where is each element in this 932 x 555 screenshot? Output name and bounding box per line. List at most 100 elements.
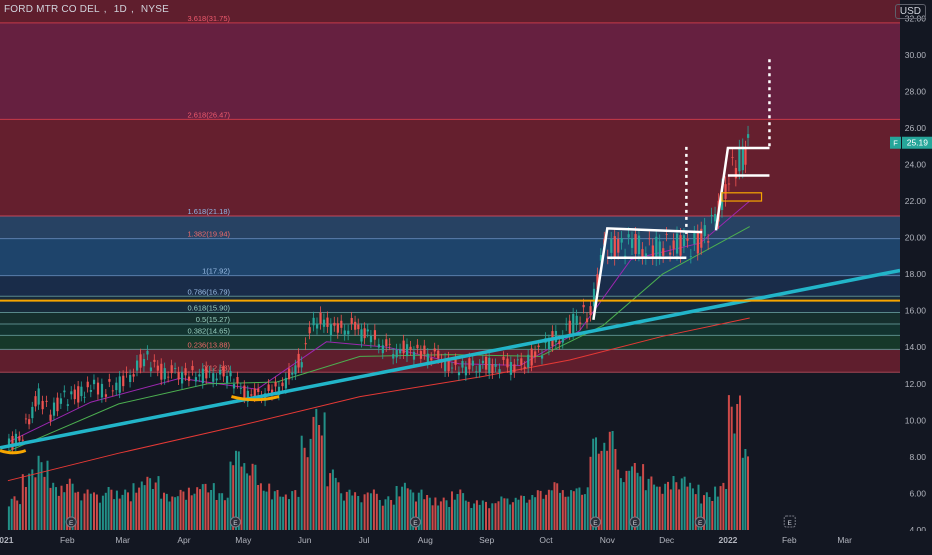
volume-bar bbox=[306, 457, 309, 530]
fib-level-label: 2.618(26.47) bbox=[187, 110, 230, 119]
volume-bar bbox=[744, 449, 747, 530]
y-tick-label: 10.00 bbox=[905, 415, 927, 425]
volume-bar bbox=[494, 503, 497, 530]
candle bbox=[433, 348, 436, 352]
candle bbox=[319, 312, 322, 324]
volume-bar bbox=[437, 505, 440, 530]
volume-bar bbox=[667, 481, 669, 530]
volume-bar bbox=[204, 483, 207, 530]
candle bbox=[561, 336, 564, 343]
volume-bar bbox=[401, 486, 404, 530]
volume-bar bbox=[282, 496, 285, 530]
volume-bar bbox=[37, 455, 40, 530]
volume-bar bbox=[581, 494, 584, 530]
symbol-name[interactable]: FORD MTR CO DEL bbox=[4, 4, 100, 15]
currency-button[interactable]: USD bbox=[894, 4, 926, 19]
candle bbox=[377, 344, 381, 348]
volume-bar bbox=[193, 493, 196, 530]
candle bbox=[312, 317, 315, 326]
x-tick-label: Jun bbox=[298, 535, 312, 545]
volume-bar bbox=[564, 496, 567, 530]
candle bbox=[300, 362, 303, 368]
candle bbox=[534, 351, 537, 358]
volume-bar bbox=[628, 470, 631, 530]
earnings-marker bbox=[65, 516, 77, 528]
volume-bar bbox=[104, 492, 107, 530]
exchange-label: NYSE bbox=[140, 4, 169, 15]
candle bbox=[191, 365, 194, 371]
volume-bar bbox=[395, 486, 398, 530]
candle bbox=[627, 234, 630, 238]
volume-bar bbox=[619, 478, 622, 530]
volume-bar bbox=[80, 500, 83, 530]
volume-bar bbox=[127, 492, 129, 530]
candle bbox=[527, 354, 530, 368]
volume-bar bbox=[719, 486, 722, 530]
candle bbox=[70, 391, 73, 395]
candle bbox=[24, 418, 28, 420]
support-arc bbox=[231, 395, 280, 402]
volume-bar bbox=[229, 461, 232, 530]
volume-bar bbox=[190, 495, 193, 530]
volume-bar bbox=[694, 494, 697, 530]
volume-bar bbox=[343, 500, 345, 530]
candle bbox=[494, 364, 497, 367]
volume-bar bbox=[525, 502, 528, 530]
volume-bar bbox=[95, 494, 98, 530]
volume-bar bbox=[686, 486, 689, 530]
volume-bar bbox=[406, 488, 409, 530]
candle bbox=[225, 376, 229, 384]
volume-bar bbox=[315, 408, 318, 530]
volume-bar bbox=[392, 504, 395, 530]
y-tick-label: 20.00 bbox=[905, 233, 927, 243]
volume-bar bbox=[647, 478, 650, 530]
candle bbox=[160, 363, 163, 380]
volume-bar bbox=[375, 493, 378, 530]
volume-bar bbox=[689, 482, 692, 530]
x-tick-label: Mar bbox=[837, 535, 852, 545]
candle bbox=[373, 330, 377, 340]
candle bbox=[475, 371, 478, 373]
volume-bar bbox=[567, 496, 570, 530]
x-tick-label: Feb bbox=[782, 535, 797, 545]
candle bbox=[360, 329, 363, 342]
fib-band bbox=[0, 119, 900, 217]
volume-bar bbox=[337, 482, 340, 530]
candle bbox=[385, 339, 388, 347]
volume-bar bbox=[363, 494, 366, 530]
candle bbox=[291, 372, 294, 375]
candle bbox=[108, 379, 111, 382]
volume-bar bbox=[243, 463, 246, 530]
candle bbox=[28, 419, 31, 425]
volume-bar bbox=[381, 505, 384, 530]
volume-bar bbox=[132, 483, 135, 530]
volume-bar bbox=[354, 492, 357, 530]
volume-bar bbox=[708, 497, 711, 530]
candle bbox=[139, 354, 142, 368]
candle bbox=[222, 366, 225, 377]
interval-label[interactable]: 1D bbox=[113, 4, 127, 15]
candle bbox=[315, 323, 319, 329]
volume-bar bbox=[500, 496, 503, 530]
candle bbox=[250, 394, 253, 396]
volume-bar bbox=[727, 395, 730, 530]
last-price-tag bbox=[902, 136, 932, 149]
last-price-label: 25.19 bbox=[907, 138, 929, 148]
volume-bar bbox=[473, 503, 476, 530]
candle bbox=[710, 215, 713, 217]
volume-bar bbox=[149, 478, 152, 530]
candle bbox=[11, 436, 14, 450]
support-arc bbox=[0, 449, 27, 455]
candle bbox=[174, 368, 177, 369]
candle bbox=[205, 367, 208, 379]
candle bbox=[700, 228, 703, 248]
candle bbox=[52, 402, 56, 416]
candle bbox=[167, 376, 170, 378]
future-earnings-marker bbox=[783, 515, 796, 528]
volume-bar bbox=[143, 485, 146, 530]
candle bbox=[738, 147, 741, 172]
candle bbox=[426, 353, 429, 363]
volume-bar bbox=[622, 482, 625, 530]
